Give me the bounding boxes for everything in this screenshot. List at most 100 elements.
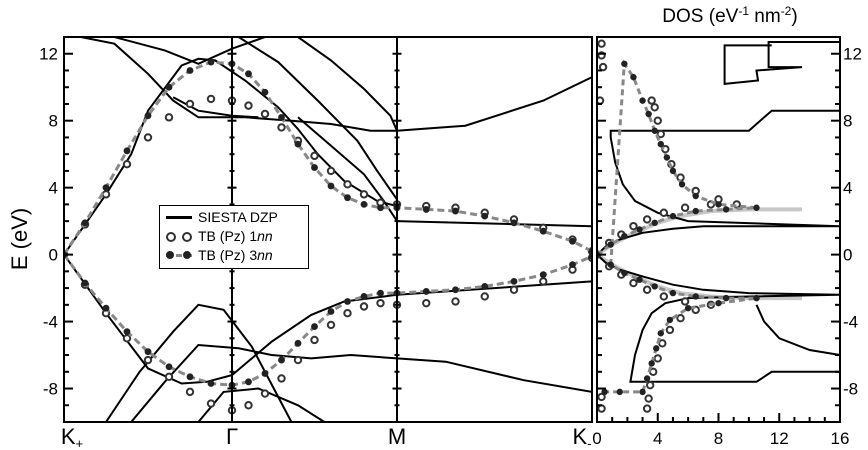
tb3nn-point-1-19 [422, 288, 430, 295]
band-ytick-label: -4 [43, 313, 58, 332]
tb3nn-point-0-2 [102, 184, 110, 192]
dos-ytick-label: 4 [843, 179, 852, 198]
siesta-band-10 [197, 387, 325, 422]
band-ytick-label: 4 [49, 179, 58, 198]
tb3nn-band-0 [64, 60, 592, 256]
tb1nn-point-1-13 [310, 335, 319, 345]
tb3nn-point-0-17 [377, 204, 384, 212]
tb1nn-point-1-6 [185, 387, 195, 397]
kpoint-label-m: M [388, 424, 406, 449]
tb1nn-point-1-5 [164, 372, 174, 382]
dos-reference-0 [597, 207, 802, 257]
dos-tb1nn-point-16 [650, 103, 659, 112]
tb1nn-point-1-19 [422, 298, 431, 308]
dos-tb1nn-point-32 [644, 394, 653, 403]
tb3nn-point-0-3 [123, 147, 131, 155]
dos-tb3nn-point-23 [651, 283, 658, 290]
dos-tb3nn-point-33 [648, 360, 655, 367]
siesta-band-9 [130, 343, 398, 422]
dos-ytick-label: -8 [843, 380, 858, 399]
tb1nn-point-1-15 [343, 308, 352, 318]
tb3nn-point-1-22 [510, 277, 518, 285]
tb1nn-point-1-20 [451, 297, 460, 306]
dos-tb3nn-point-26 [722, 294, 730, 302]
dos-siesta-2 [597, 253, 840, 383]
tb1nn-point-1-17 [376, 298, 385, 308]
tb1nn-point-0-9 [244, 101, 253, 110]
band-ytick-label: 8 [49, 112, 58, 131]
tb3nn-point-1-10 [261, 370, 269, 377]
siesta-band-4 [172, 96, 259, 119]
tb1nn-point-1-7 [206, 399, 216, 408]
tb3nn-point-1-13 [311, 323, 318, 330]
tb1nn-point-0-4 [143, 133, 153, 142]
tb3nn-band-1 [64, 253, 592, 387]
siesta-band-11 [396, 220, 592, 228]
dos-tb1nn-point-27 [665, 325, 675, 335]
dos-tb3nn-point-20 [607, 261, 614, 268]
dos-ytick-label: 12 [843, 45, 862, 64]
tb3nn-point-1-23 [539, 271, 547, 279]
tb3nn-point-1-11 [278, 356, 285, 364]
tb3nn-point-1-12 [294, 339, 302, 347]
dos-tb3nn-point-25 [692, 293, 699, 300]
dos-tb3nn-point-21 [621, 269, 628, 277]
tb3nn-point-0-19 [422, 206, 430, 213]
tb1nn-point-0-16 [359, 190, 369, 199]
tb3nn-point-0-1 [81, 219, 89, 227]
dos-ytick-label: 8 [843, 112, 852, 131]
dos-tb3nn-point-28 [715, 299, 722, 307]
band-structure-panel: -8 -4 0 4 8 12 K+ Γ M K- [39, 36, 593, 450]
tb3nn-point-0-13 [311, 164, 318, 171]
dos-tb1nn-point-15 [653, 116, 662, 125]
tb3nn-point-0-12 [294, 140, 302, 148]
band-ytick-label: -8 [43, 380, 58, 399]
siesta-band-6 [238, 37, 398, 200]
legend-label-tb1nn: TB (Pz) 1nn [198, 228, 273, 244]
tb1nn-point-1-9 [244, 401, 253, 410]
dos-tb3nn-point-32 [653, 345, 660, 352]
dos-tb1nn-point-39 [597, 392, 606, 402]
dos-tb3nn-point-6 [692, 207, 699, 215]
kpoint-label-k-plus: K+ [61, 424, 83, 450]
tb3nn-point-1-20 [452, 286, 459, 294]
dos-tb1nn-point-20 [629, 278, 638, 288]
tb3nn-point-0-14 [327, 182, 335, 190]
tb3nn-point-0-11 [278, 113, 285, 121]
dos-title: DOS (eV-1 nm-2) [662, 4, 797, 27]
tb1nn-point-0-13 [310, 151, 319, 161]
tb1nn-point-1-23 [539, 277, 548, 286]
tb3nn-point-0-22 [510, 219, 518, 227]
dos-tb3nn-point-8 [753, 204, 760, 211]
tb1nn-point-1-21 [480, 292, 489, 301]
tb1nn-point-1-3 [122, 334, 132, 343]
dos-reference-1 [597, 252, 802, 301]
dos-tb3nn-point-4 [651, 219, 658, 227]
dos-ytick-label: 0 [843, 246, 852, 265]
legend-label-tb3nn: TB (Pz) 3nn [198, 247, 273, 263]
dos-xtick-label: 12 [770, 429, 789, 448]
dos-tb3nn-point-13 [663, 154, 671, 161]
tb3nn-point-0-24 [569, 237, 576, 245]
siesta-band-3 [80, 37, 397, 132]
y-axis-label: E (eV) [7, 208, 32, 270]
dos-xtick-label: 8 [714, 429, 723, 448]
dos-siesta-1 [718, 37, 840, 86]
tb3nn-point-0-5 [165, 83, 173, 91]
tb1nn-point-0-10 [260, 109, 270, 119]
band-frame [63, 36, 593, 423]
legend-entry-tb3nn: TB (Pz) 3nn [166, 246, 273, 264]
dos-tb3nn-point-17 [639, 97, 646, 104]
tb3nn-point-0-23 [539, 227, 547, 235]
dos-tb3nn-point-3 [636, 226, 643, 233]
tb3nn-point-1-15 [344, 298, 351, 305]
dos-tb3nn-point-24 [669, 289, 677, 297]
legend-swatch-dashed-dot [166, 249, 192, 261]
dos-tb3nn-point-5 [669, 212, 677, 220]
dos-tb1nn-point-34 [597, 39, 606, 48]
dos-tb1nn-point-33 [642, 404, 652, 413]
tb1nn-point-1-16 [359, 302, 369, 311]
dos-tb3nn-point-1 [607, 241, 614, 248]
tb3nn-point-1-3 [123, 328, 131, 336]
